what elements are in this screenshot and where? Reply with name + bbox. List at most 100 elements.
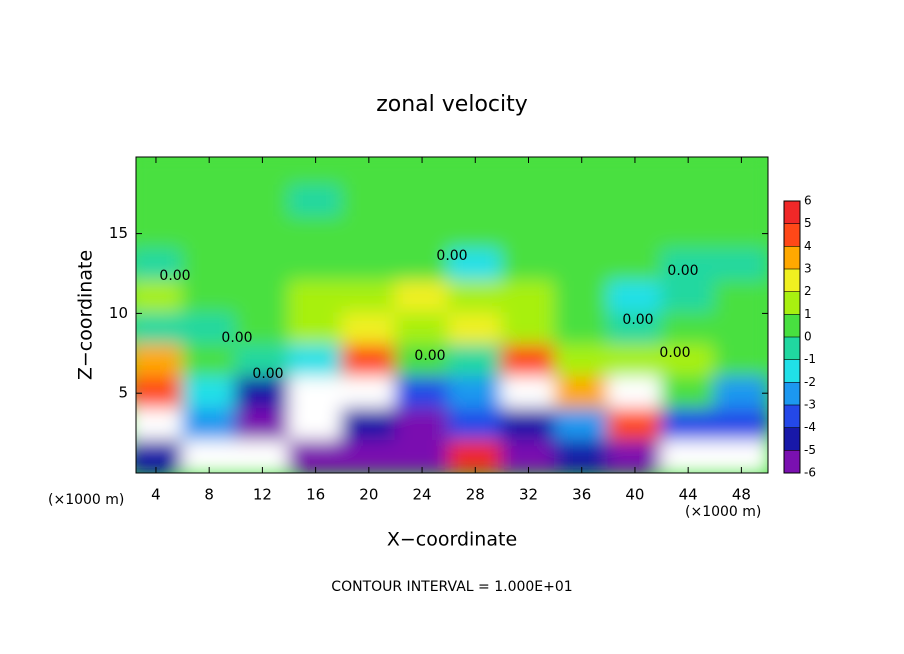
heatmap-cell [394, 184, 450, 219]
x-tick-label: 12 [253, 486, 272, 504]
heatmap-cell [234, 280, 291, 315]
heatmap-cell [713, 312, 768, 347]
heatmap-cell [713, 408, 768, 443]
x-tick-label: 4 [151, 486, 161, 504]
heatmap-cell [341, 312, 397, 347]
heatmap-cell [136, 184, 184, 219]
heatmap-cell [607, 216, 663, 251]
y-tick-label: 15 [109, 224, 128, 242]
heatmap-cell [181, 216, 237, 251]
heatmap-cell [136, 216, 184, 251]
colorbar-tick-label: -3 [804, 398, 816, 412]
contour-label: 0.00 [414, 348, 445, 364]
x-tick-label: 48 [732, 486, 751, 504]
heatmap-cell [500, 408, 557, 443]
heatmap-cell [660, 248, 716, 283]
contour-label: 0.00 [252, 366, 283, 382]
heatmap-cell [607, 280, 663, 315]
heatmap-cell [554, 312, 610, 347]
colorbar-tick-label: -1 [804, 352, 816, 366]
heatmap-cell [447, 312, 503, 347]
heatmap-cell [234, 344, 291, 379]
heatmap-cell [341, 184, 397, 219]
contour-label: 0.00 [221, 330, 252, 346]
heatmap-cell [288, 376, 344, 411]
colorbar-tick-label: 3 [804, 262, 812, 276]
heatmap-cell [181, 376, 237, 411]
heatmap-cell [660, 376, 716, 411]
contour-label: 0.00 [667, 263, 698, 279]
heatmap-cell [181, 408, 237, 443]
colorbar-segment [784, 291, 800, 315]
heatmap-cell [341, 280, 397, 315]
heatmap-cell [341, 216, 397, 251]
heatmap-cell [181, 184, 237, 219]
colorbar-tick-label: -2 [804, 375, 816, 389]
heatmap-cell [554, 248, 610, 283]
heatmap-cell [181, 312, 237, 347]
heatmap-cell [713, 376, 768, 411]
heatmap-cell [136, 312, 184, 347]
heatmap-cell [136, 157, 184, 187]
y-tick-label: 10 [109, 304, 128, 322]
heatmap-cell [341, 376, 397, 411]
x-tick-label: 36 [572, 486, 591, 504]
heatmap-cell [660, 184, 716, 219]
heatmap-cell [713, 216, 768, 251]
heatmap-cell [341, 344, 397, 379]
heatmap-cell [607, 408, 663, 443]
x-tick-label: 20 [359, 486, 378, 504]
contour-label: 0.00 [659, 345, 690, 361]
heatmap-cell [181, 344, 237, 379]
heatmap-cell [394, 248, 450, 283]
x-unit-label: (×1000 m) [48, 492, 124, 508]
colorbar-segment [784, 450, 800, 473]
x-tick-label: 24 [413, 486, 432, 504]
heatmap-cell [500, 312, 557, 347]
heatmap-cell [288, 184, 344, 219]
heatmap-cell [136, 408, 184, 443]
heatmap-cell [554, 184, 610, 219]
heatmap-cell [181, 280, 237, 315]
colorbar-segment [784, 359, 800, 383]
colorbar-tick-label: -5 [804, 443, 816, 457]
heatmap-cell [660, 408, 716, 443]
x-tick-label: 44 [679, 486, 698, 504]
heatmap-cell [660, 216, 716, 251]
heatmap-cell [136, 344, 184, 379]
colorbar-segment [784, 201, 800, 224]
y-tick-label: 5 [118, 384, 128, 402]
heatmap-cell [234, 184, 291, 219]
colorbar-tick-label: -4 [804, 420, 816, 434]
heatmap-cell [607, 312, 663, 347]
contour-label: 0.00 [159, 268, 190, 284]
heatmap-cell [607, 344, 663, 379]
colorbar-tick-label: 2 [804, 284, 812, 298]
heatmap-cell [234, 408, 291, 443]
heatmap-cell [500, 344, 557, 379]
heatmap-cell [713, 344, 768, 379]
heatmap-cell [394, 312, 450, 347]
x-tick-label: 28 [466, 486, 485, 504]
colorbar-segment [784, 427, 800, 451]
x-unit-label: (×1000 m) [685, 504, 761, 520]
colorbar-tick-label: -6 [804, 466, 816, 480]
heatmap-cell [500, 248, 557, 283]
heatmap-cell [394, 280, 450, 315]
heatmap-cell [554, 216, 610, 251]
chart-title: zonal velocity [376, 92, 528, 117]
colorbar-segment [784, 405, 800, 428]
heatmap-cell [607, 184, 663, 219]
contour-label: 0.00 [622, 312, 653, 328]
colorbar-segment [784, 223, 800, 247]
heatmap-cell [500, 280, 557, 315]
heatmap-cell [447, 280, 503, 315]
heatmap-cell [394, 216, 450, 251]
heatmap-cell [447, 344, 503, 379]
heatmap-cell [500, 184, 557, 219]
heatmap-cell [607, 248, 663, 283]
colorbar-tick-label: 5 [804, 216, 812, 230]
heatmap-cell [394, 376, 450, 411]
heatmap-cell [288, 312, 344, 347]
